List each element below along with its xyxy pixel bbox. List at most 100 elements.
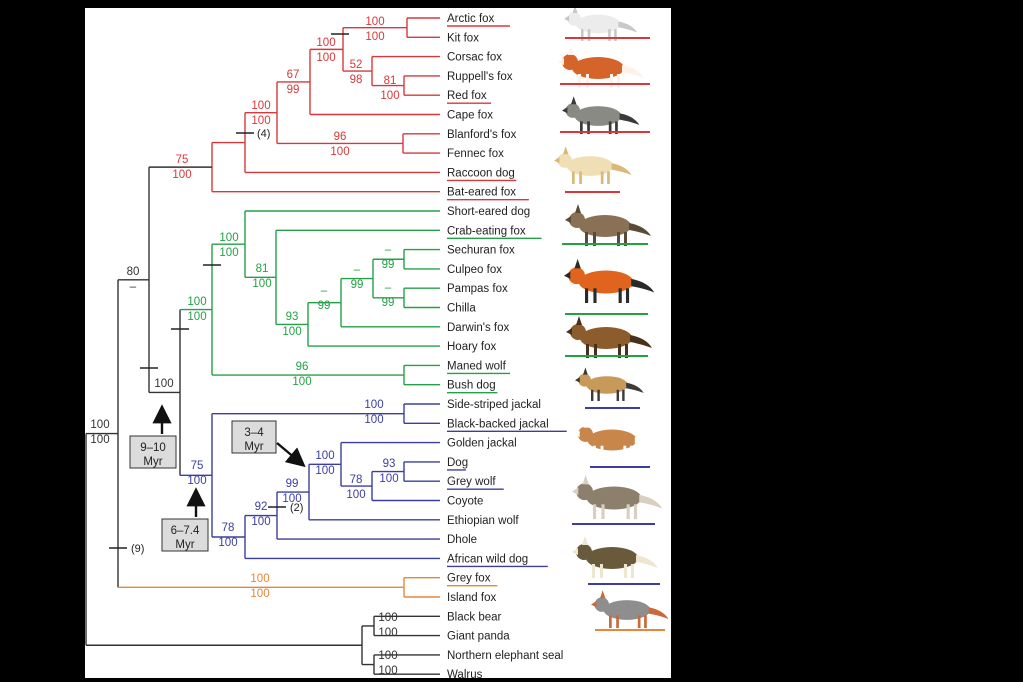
dog-leg xyxy=(593,445,596,459)
taxon-label: Island fox xyxy=(447,592,496,604)
support-value: 100 xyxy=(378,650,397,662)
bush-dog-leg xyxy=(594,344,597,358)
african-wild-dog-tail xyxy=(636,555,658,568)
phylogenetic-tree: Arctic fox Kit fox Corsac fox Ruppell's fox… xyxy=(85,8,669,678)
taxon-label: Chilla xyxy=(447,303,476,315)
black-backed-jackal-ear xyxy=(583,367,588,375)
support-value: 100 xyxy=(315,450,334,462)
raccoon-dog-leg xyxy=(580,121,583,134)
fennec-fox-snout xyxy=(554,157,560,164)
grey-fox-leg xyxy=(609,615,612,628)
fennec-fox-leg xyxy=(579,171,582,184)
support-value: 100 xyxy=(218,537,237,549)
maned-wolf-leg xyxy=(618,288,622,303)
raccoon-dog-leg xyxy=(615,121,618,134)
black-backed-jackal-tail xyxy=(626,382,644,393)
arctic-fox-body xyxy=(575,14,621,34)
bush-dog-tail xyxy=(630,335,652,348)
grey-fox-ear xyxy=(600,590,606,599)
bush-dog-ear xyxy=(576,316,582,325)
fennec-fox-tail xyxy=(611,163,632,175)
indel-note: (9) xyxy=(131,543,144,555)
support-value: 81 xyxy=(256,263,269,275)
taxon-label: Dog xyxy=(447,457,468,469)
support-value: 100 xyxy=(90,434,109,446)
maned-wolf-illustration xyxy=(564,258,655,303)
crab-eating-fox-tail xyxy=(629,223,651,236)
support-value: 67 xyxy=(287,69,300,81)
bush-dog-snout xyxy=(566,328,572,335)
phylogeny-panel: Arctic fox Kit fox Corsac fox Ruppell's fox… xyxy=(85,8,671,678)
support-value: 100 xyxy=(219,232,238,244)
red-fox-tail xyxy=(622,65,644,78)
support-value: 99 xyxy=(382,259,395,271)
time-box xyxy=(161,518,209,552)
support-value: 75 xyxy=(176,154,189,166)
african-wild-dog-leg xyxy=(624,564,627,578)
arctic-fox-leg xyxy=(608,29,611,41)
fennec-fox-leg xyxy=(600,171,604,184)
dog-leg xyxy=(630,445,633,459)
taxon-label: Ethiopian wolf xyxy=(447,515,519,527)
crab-eating-fox-head xyxy=(569,212,585,228)
fennec-fox-head xyxy=(557,153,572,168)
support-value: 75 xyxy=(191,460,204,472)
support-value: 80 xyxy=(127,266,140,278)
raccoon-dog-leg xyxy=(587,121,590,134)
red-fox-ear xyxy=(568,46,574,55)
red-fox-leg xyxy=(617,74,620,88)
taxon-label: Maned wolf xyxy=(447,360,507,372)
support-value: 100 xyxy=(252,278,271,290)
african-wild-dog-body xyxy=(586,547,638,569)
support-value: 100 xyxy=(90,419,109,431)
african-wild-dog-leg xyxy=(631,564,634,578)
crab-eating-fox-leg xyxy=(585,232,588,246)
black-backed-jackal-illustration xyxy=(575,367,644,401)
support-value: 100 xyxy=(187,311,206,323)
grey-fox-leg xyxy=(616,615,619,628)
support-value: 100 xyxy=(346,489,365,501)
arctic-fox-ear xyxy=(572,8,578,13)
taxon-label: Cape fox xyxy=(447,110,493,122)
grey-fox-body xyxy=(603,600,651,620)
support-value: 100 xyxy=(187,296,206,308)
black-backed-jackal-leg xyxy=(616,389,619,401)
dog-ear xyxy=(583,419,590,428)
dog-snout xyxy=(574,430,580,438)
bush-dog-illustration xyxy=(566,316,652,358)
support-value: 78 xyxy=(350,474,363,486)
bush-dog-leg xyxy=(625,344,628,358)
support-value: 100 xyxy=(282,326,301,338)
support-value: 100 xyxy=(251,115,270,127)
time-box-label: 3–4 xyxy=(244,427,264,439)
support-value: 81 xyxy=(384,75,397,87)
black-backed-jackal-leg xyxy=(591,389,594,401)
support-value: 78 xyxy=(222,522,235,534)
arctic-fox-leg xyxy=(587,29,591,41)
support-value: 98 xyxy=(350,74,363,86)
arrow xyxy=(276,442,306,468)
taxon-label: Walrus xyxy=(447,669,483,678)
taxon-label: Coyote xyxy=(447,496,483,508)
time-box-label: 6–7.4 xyxy=(171,525,200,537)
grey-fox-illustration xyxy=(591,590,669,628)
maned-wolf-tail xyxy=(631,278,655,293)
raccoon-dog-illustration xyxy=(562,96,640,134)
support-value: – xyxy=(321,285,328,297)
arctic-fox-leg xyxy=(581,29,584,41)
arctic-fox-head xyxy=(567,12,581,26)
grey-fox-leg xyxy=(644,615,647,628)
grey-wolf-leg xyxy=(593,504,597,519)
african-wild-dog-leg xyxy=(592,564,595,578)
african-wild-dog-leg xyxy=(600,564,603,578)
fennec-fox-body xyxy=(566,156,614,176)
bush-dog-head xyxy=(570,324,586,340)
time-box-label: Myr xyxy=(244,441,263,453)
taxon-label: Hoary fox xyxy=(447,341,496,353)
support-value: 100 xyxy=(330,146,349,158)
crab-eating-fox-leg xyxy=(617,232,620,246)
crab-eating-fox-illustration xyxy=(565,204,651,246)
indel-note: (2) xyxy=(290,502,303,514)
taxon-label: Ruppell's fox xyxy=(447,71,513,83)
support-value: 99 xyxy=(286,478,299,490)
